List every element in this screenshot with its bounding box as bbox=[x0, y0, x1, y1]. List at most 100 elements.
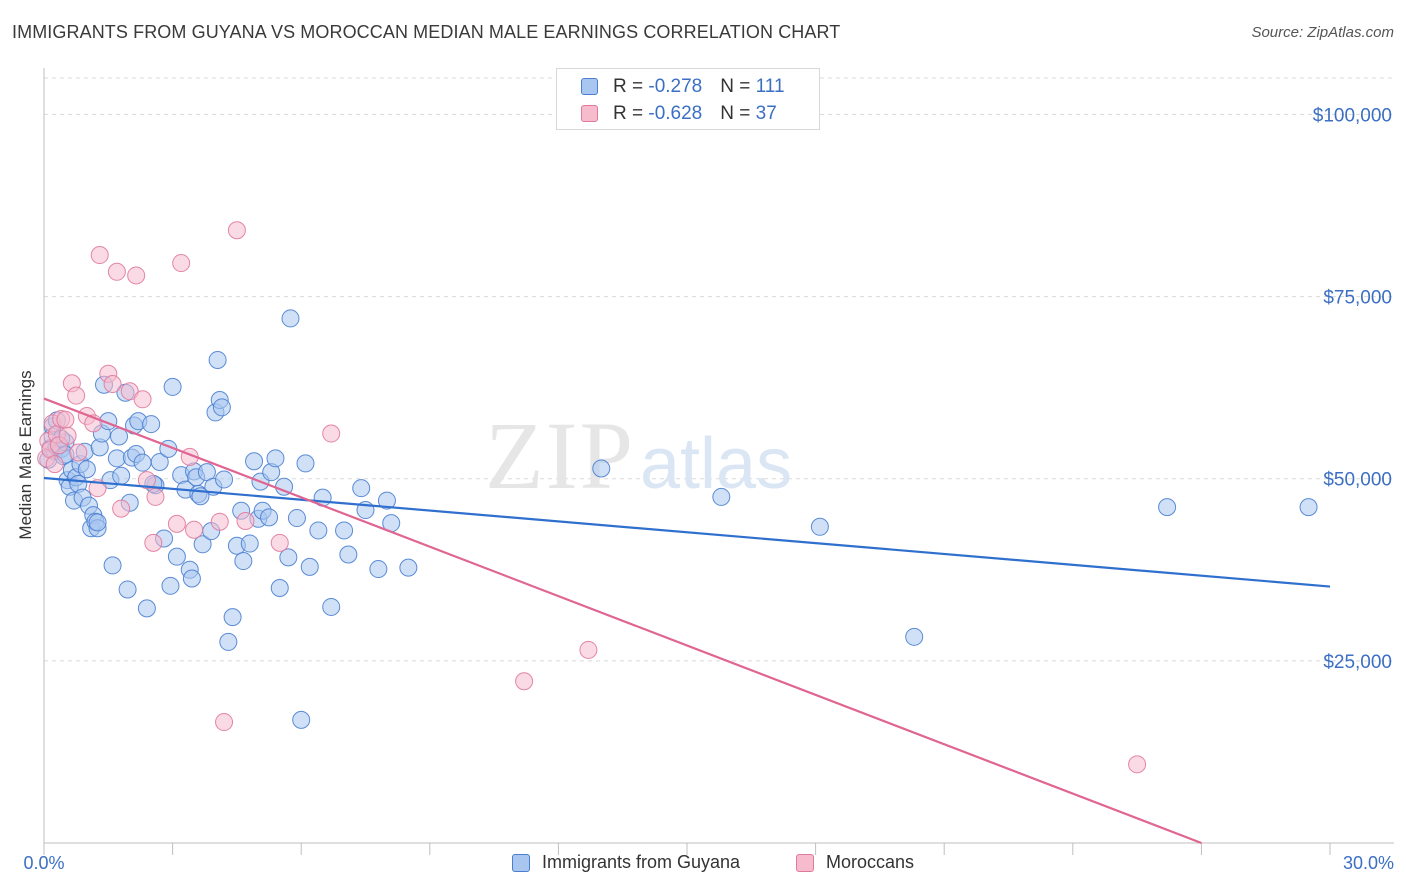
data-point bbox=[296, 454, 315, 473]
legend-row-moroccans: R = -0.628 N = 37 bbox=[581, 102, 777, 126]
data-point bbox=[322, 597, 341, 616]
data-point bbox=[245, 452, 264, 471]
watermark-zip: ZIP bbox=[485, 402, 635, 509]
data-point bbox=[142, 415, 161, 434]
bottom-legend-guyana: Immigrants from Guyana bbox=[512, 852, 740, 873]
data-point bbox=[107, 449, 126, 468]
data-point bbox=[58, 426, 77, 445]
data-point bbox=[133, 390, 152, 409]
data-point bbox=[309, 521, 328, 540]
legend-r-label: R = bbox=[613, 103, 649, 124]
data-point bbox=[352, 479, 371, 498]
axis-labels: $25,000 $50,000 $75,000 $100,000 0.0% 30.0% Me… bbox=[16, 105, 1394, 873]
data-point bbox=[77, 460, 96, 479]
data-point bbox=[234, 552, 253, 571]
data-point bbox=[270, 533, 289, 552]
series-guyana-points bbox=[39, 309, 1318, 729]
legend-swatch-moroccans bbox=[581, 105, 598, 122]
data-point bbox=[90, 246, 109, 265]
data-point bbox=[137, 599, 156, 618]
legend-swatch-guyana bbox=[581, 78, 598, 95]
chart-title: IMMIGRANTS FROM GUYANA VS MOROCCAN MEDIA… bbox=[12, 22, 841, 42]
data-point bbox=[137, 471, 156, 490]
data-point bbox=[45, 455, 64, 474]
trend-lines bbox=[43, 397, 1331, 845]
data-point bbox=[150, 452, 169, 471]
data-point bbox=[592, 459, 611, 478]
watermark: ZIP atlas bbox=[485, 402, 792, 509]
data-point bbox=[335, 521, 354, 540]
data-point bbox=[322, 424, 341, 443]
y-tick-label: $25,000 bbox=[1323, 652, 1392, 673]
bottom-legend-swatch-guyana bbox=[512, 853, 530, 872]
data-point bbox=[227, 221, 246, 240]
data-point bbox=[193, 535, 212, 554]
data-point bbox=[161, 576, 180, 595]
y-axis-label: Median Male Earnings bbox=[16, 370, 35, 539]
data-point bbox=[240, 534, 259, 553]
data-point bbox=[579, 640, 598, 659]
data-point bbox=[103, 375, 122, 393]
data-point bbox=[215, 470, 234, 489]
grid-lines bbox=[44, 77, 1394, 662]
data-point bbox=[67, 386, 86, 405]
legend-r-value-guyana: -0.278 bbox=[648, 76, 703, 97]
legend-row-guyana: R = -0.278 N = 111 bbox=[581, 75, 785, 99]
data-point bbox=[56, 410, 75, 429]
data-point bbox=[112, 466, 131, 485]
legend-r-value-moroccans: -0.628 bbox=[648, 103, 703, 124]
trend-line bbox=[43, 476, 1331, 588]
data-point bbox=[905, 627, 924, 646]
data-point bbox=[118, 580, 137, 599]
data-point bbox=[112, 499, 131, 518]
bottom-legend-label-guyana: Immigrants from Guyana bbox=[542, 852, 741, 872]
bottom-legend-moroccans: Moroccans bbox=[796, 852, 914, 873]
data-point bbox=[133, 453, 152, 472]
data-point bbox=[223, 608, 242, 627]
series-moroccans-points bbox=[37, 221, 1147, 774]
data-point bbox=[107, 262, 126, 281]
data-point bbox=[266, 449, 285, 468]
y-tick-label: $75,000 bbox=[1323, 288, 1392, 309]
trend-line bbox=[43, 397, 1202, 845]
data-point bbox=[287, 509, 306, 528]
data-point bbox=[120, 382, 139, 401]
data-point bbox=[1299, 498, 1318, 517]
data-point bbox=[127, 266, 146, 285]
data-point bbox=[712, 487, 731, 506]
legend-n-value-moroccans: 37 bbox=[755, 103, 777, 124]
data-point bbox=[185, 520, 204, 539]
y-tick-label: $50,000 bbox=[1323, 470, 1392, 491]
y-tick-label: $100,000 bbox=[1313, 105, 1392, 126]
data-point bbox=[399, 558, 418, 577]
data-point bbox=[369, 560, 388, 579]
data-point bbox=[210, 512, 229, 531]
data-point bbox=[1158, 498, 1177, 517]
legend-n-label: N = bbox=[720, 76, 756, 97]
data-point bbox=[279, 548, 298, 567]
legend-r-label: R = bbox=[613, 76, 649, 97]
x-tick-label: 0.0% bbox=[23, 853, 64, 873]
data-point bbox=[810, 517, 829, 536]
stats-legend: R = -0.278 N = 111 R = -0.628 N = 37 bbox=[556, 68, 820, 130]
data-point bbox=[339, 545, 358, 564]
data-point bbox=[146, 487, 165, 506]
data-point bbox=[270, 579, 289, 597]
data-point bbox=[377, 491, 396, 510]
x-tick-label: 30.0% bbox=[1343, 853, 1394, 873]
data-point bbox=[172, 254, 191, 273]
bottom-legend-swatch-moroccans bbox=[796, 853, 814, 872]
data-point bbox=[163, 377, 182, 396]
data-point bbox=[219, 632, 238, 651]
data-point bbox=[69, 443, 88, 462]
data-point bbox=[215, 713, 234, 732]
chart-source: Source: ZipAtlas.com bbox=[1251, 24, 1394, 41]
data-point bbox=[300, 557, 319, 576]
data-point bbox=[260, 508, 279, 527]
data-point bbox=[236, 511, 255, 530]
data-point bbox=[167, 514, 186, 533]
data-point bbox=[88, 513, 107, 532]
data-point bbox=[103, 556, 122, 575]
data-point bbox=[281, 309, 300, 328]
